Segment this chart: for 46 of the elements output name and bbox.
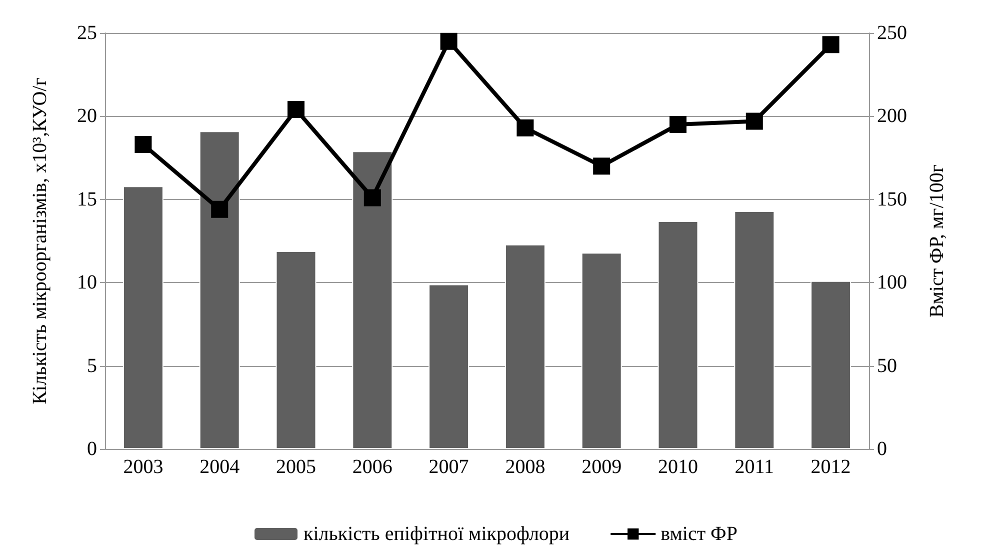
y-tick-label: 15: [77, 188, 97, 210]
x-tick-label: 2005: [276, 456, 316, 478]
x-tick-label: 2008: [505, 456, 546, 478]
x-tick-label: 2006: [352, 456, 392, 478]
bar: [658, 221, 698, 449]
legend-label: кількість епіфітної мікрофлори: [304, 523, 570, 545]
legend-label: вміст ФР: [660, 523, 738, 545]
bar: [734, 211, 775, 449]
bar: [504, 244, 546, 449]
x-tick-label: 2009: [582, 456, 622, 478]
y2-tick-label: 250: [877, 22, 907, 44]
bar: [199, 131, 240, 449]
y2-tick-label: 0: [877, 438, 887, 460]
point: [516, 119, 534, 136]
point: [593, 158, 610, 175]
point: [670, 116, 686, 134]
bar: [428, 284, 470, 449]
x-tick-label: 2007: [428, 456, 469, 478]
y-tick-label: 20: [77, 105, 97, 128]
y2-tick-label: 150: [877, 188, 907, 210]
point: [746, 112, 763, 130]
x-tick-label: 2004: [200, 456, 240, 478]
y2-axis-title: Вміст ФР, мг/100г: [926, 164, 948, 318]
x-tick-label: 2010: [658, 456, 698, 478]
y2-tick-label: 50: [877, 354, 897, 377]
bar: [352, 151, 393, 449]
y-tick-label: 5: [87, 354, 97, 377]
bar: [122, 186, 164, 449]
bar: [276, 250, 316, 449]
point: [364, 189, 381, 206]
point: [211, 200, 228, 218]
x-tick-label: 2011: [734, 456, 774, 478]
x-tick-label: 2003: [123, 456, 164, 478]
y2-tick-label: 200: [877, 105, 907, 128]
point: [440, 32, 458, 50]
bar: [581, 252, 622, 449]
point: [822, 36, 840, 54]
y-tick-label: 10: [77, 272, 97, 294]
point: [134, 136, 152, 153]
y-tick-label: 25: [77, 22, 97, 44]
bar: [810, 280, 852, 449]
y-tick-label: 0: [87, 438, 97, 460]
point: [288, 101, 304, 118]
y2-tick-label: 100: [877, 272, 907, 294]
y-axis-title: Кількість мікроорганізмів, х10³,КУО/г: [29, 78, 51, 404]
x-tick-label: 2012: [810, 456, 851, 478]
